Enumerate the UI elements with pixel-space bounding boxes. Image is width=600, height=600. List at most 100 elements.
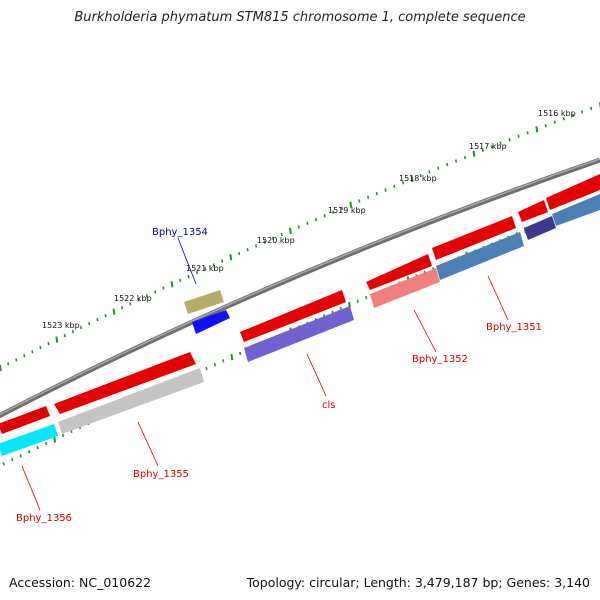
feature-cls-fwd[interactable] bbox=[240, 290, 346, 342]
ruler-tick bbox=[314, 217, 318, 222]
feature-bphy-1354-blue[interactable] bbox=[192, 310, 230, 334]
ruler-tick bbox=[162, 286, 165, 290]
chromosome-backbone bbox=[0, 157, 600, 419]
ruler-tick bbox=[7, 362, 10, 366]
ruler-tick bbox=[187, 274, 190, 279]
ruler-tick bbox=[437, 166, 440, 170]
ruler-tick bbox=[255, 244, 258, 248]
gene-label-bphy-1352[interactable]: Bphy_1352 bbox=[412, 354, 468, 365]
feature-olive[interactable] bbox=[184, 290, 224, 314]
ruler-tick bbox=[280, 232, 283, 237]
ruler-tick bbox=[239, 351, 242, 355]
ruler-tick bbox=[0, 364, 2, 372]
feature-steelblue-right[interactable] bbox=[552, 194, 600, 226]
gene-label-cls[interactable]: cls bbox=[322, 400, 336, 411]
ruler-tick bbox=[96, 318, 99, 322]
ruler-tick bbox=[71, 329, 74, 334]
ruler-tick bbox=[349, 201, 353, 208]
ruler-tick bbox=[53, 436, 57, 443]
feature-pink[interactable] bbox=[370, 268, 440, 308]
ruler-tick bbox=[31, 350, 34, 354]
ruler-label: 1522 kbp bbox=[114, 294, 152, 303]
ruler-tick bbox=[145, 294, 148, 298]
ruler-tick bbox=[562, 117, 565, 121]
ruler-label: 1521 kbp bbox=[186, 264, 224, 273]
ruler-tick bbox=[80, 325, 83, 330]
ruler-tick bbox=[365, 295, 368, 300]
ruler-tick bbox=[170, 281, 174, 288]
ruler-tick bbox=[179, 278, 182, 283]
ruler-tick bbox=[45, 441, 48, 446]
gene-label-bphy-1351[interactable]: Bphy_1351 bbox=[486, 322, 542, 333]
ruler-tick bbox=[297, 225, 300, 229]
ruler-tick bbox=[393, 184, 396, 188]
ruler-label: 1519 kbp bbox=[328, 206, 366, 215]
ruler-tick bbox=[289, 227, 292, 234]
ruler-tick bbox=[11, 458, 14, 462]
ruler-tick bbox=[230, 353, 234, 361]
ruler-tick bbox=[2, 462, 5, 466]
ruler-tick bbox=[19, 454, 22, 458]
ruler-tick bbox=[490, 145, 493, 149]
gene-labels: Bphy_1351 Bphy_1352 cls Bphy_1354 Bphy_1… bbox=[16, 227, 542, 524]
ruler-tick bbox=[472, 150, 476, 158]
genome-summary: Topology: circular; Length: 3,479,187 bp… bbox=[246, 575, 590, 590]
ruler-tick bbox=[36, 445, 39, 450]
ruler-ticks bbox=[0, 102, 600, 372]
ruler-tick bbox=[221, 259, 224, 263]
ruler-tick bbox=[367, 195, 370, 199]
ruler-tick bbox=[358, 199, 361, 203]
ruler-tick bbox=[419, 173, 422, 178]
feature-bphy-1352-fwd[interactable] bbox=[366, 254, 432, 290]
ruler-tick bbox=[229, 254, 233, 261]
ruler-tick bbox=[28, 450, 31, 454]
ruler-tick bbox=[526, 131, 529, 135]
ruler-tick bbox=[553, 120, 556, 124]
accession-label: Accession: NC_010622 bbox=[9, 575, 152, 590]
feature-cyan[interactable] bbox=[0, 424, 58, 456]
ruler-tick bbox=[263, 240, 266, 244]
ruler-tick bbox=[375, 192, 378, 196]
ruler-tick bbox=[88, 321, 91, 326]
ruler-tick bbox=[39, 346, 42, 350]
ruler-label: 1517 kbp bbox=[469, 142, 507, 151]
gene-label-bphy-1356[interactable]: Bphy_1356 bbox=[16, 513, 72, 524]
feature-steelblue[interactable] bbox=[436, 232, 524, 280]
feature-small-fwd[interactable] bbox=[518, 200, 548, 222]
feature-gray[interactable] bbox=[58, 368, 204, 434]
ruler-tick bbox=[212, 263, 215, 267]
ruler-label: 1523 kbp bbox=[42, 321, 80, 330]
ruler-tick bbox=[195, 271, 198, 275]
ruler-tick bbox=[129, 302, 132, 306]
ruler-tick bbox=[154, 290, 157, 294]
feature-right-fwd[interactable] bbox=[546, 174, 600, 210]
ruler-tick bbox=[23, 354, 26, 358]
ruler-tick bbox=[63, 333, 66, 338]
ruler-tick bbox=[246, 248, 249, 252]
ruler-tick bbox=[205, 366, 208, 371]
feature-bphy-1355-fwd[interactable] bbox=[54, 352, 196, 414]
gene-label-bphy-1354[interactable]: Bphy_1354 bbox=[152, 227, 208, 238]
ruler-tick bbox=[499, 141, 502, 145]
ruler-tick bbox=[112, 308, 116, 315]
ruler-tick bbox=[323, 214, 326, 218]
reverse-features bbox=[0, 194, 600, 456]
feature-bphy-1356-fwd[interactable] bbox=[0, 406, 50, 434]
feature-navy[interactable] bbox=[524, 216, 556, 240]
ruler-tick bbox=[384, 188, 387, 192]
map-title: Burkholderia phymatum STM815 chromosome … bbox=[74, 10, 526, 25]
leader-lines bbox=[21, 237, 509, 511]
ruler-tick bbox=[535, 126, 539, 133]
ruler-tick bbox=[213, 363, 216, 367]
ruler-tick bbox=[272, 236, 275, 240]
ruler-tick bbox=[428, 170, 431, 174]
ruler-tick bbox=[332, 210, 335, 214]
gene-label-bphy-1355[interactable]: Bphy_1355 bbox=[133, 469, 189, 480]
feature-purple[interactable] bbox=[244, 306, 354, 362]
ruler-label: 1516 kbp bbox=[538, 109, 576, 118]
ruler-tick bbox=[222, 359, 225, 363]
ruler-tick bbox=[306, 221, 309, 225]
ruler-tick bbox=[446, 163, 449, 167]
feature-bphy-1351-fwd[interactable] bbox=[432, 216, 516, 260]
